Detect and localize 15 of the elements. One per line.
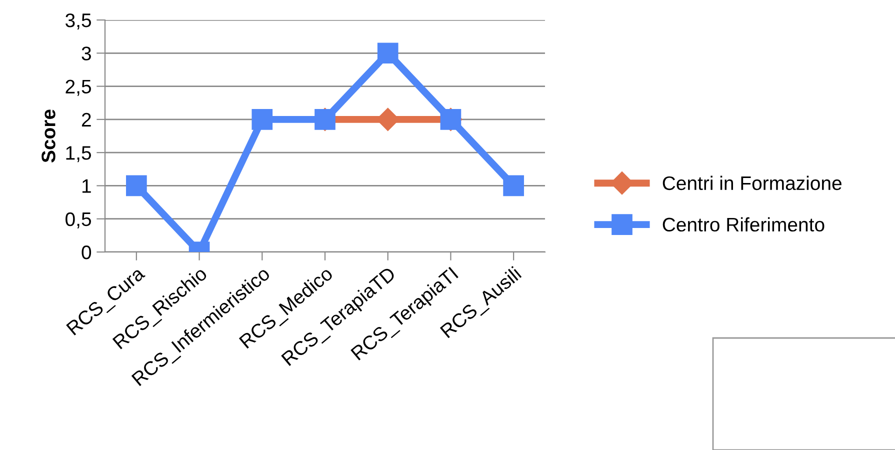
point xyxy=(252,109,273,130)
legend-label: Centro Riferimento xyxy=(662,217,824,232)
y-tick-label: 3 xyxy=(82,46,91,60)
point xyxy=(377,42,398,64)
y-tick-label: 1,5 xyxy=(66,146,91,162)
y-tick-label: 2,5 xyxy=(66,80,91,96)
y-tick-label: 1 xyxy=(82,179,91,193)
y-tick-label: 0,5 xyxy=(66,212,91,228)
y-tick-label: 2 xyxy=(82,112,91,126)
point xyxy=(126,175,147,196)
y-axis-title: Score xyxy=(42,110,56,162)
legend-label: Centri in Formazione xyxy=(662,176,842,190)
y-tick-label: 0 xyxy=(82,245,92,260)
y-tick-label: 3,5 xyxy=(66,13,91,30)
point xyxy=(503,175,524,196)
